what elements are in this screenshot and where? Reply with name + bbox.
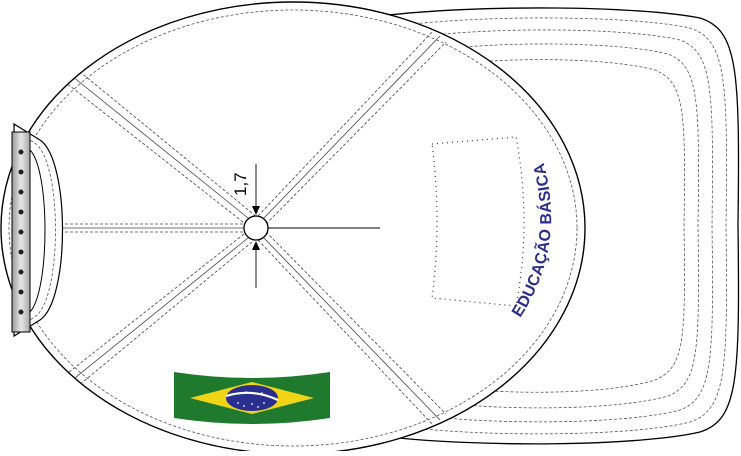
top-button [243,215,269,241]
brazil-flag [174,372,330,424]
crosshair-lines [255,164,380,288]
dimension-arrows [252,206,260,250]
snap-strap [11,131,31,333]
panel-seams [53,29,447,427]
measurement-label: 1,7 [231,172,250,196]
crown-stitching [8,9,578,447]
